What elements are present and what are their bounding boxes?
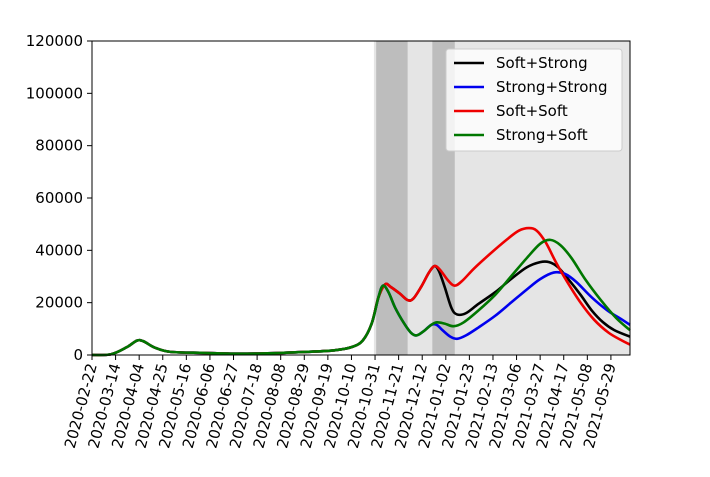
y-tick-label: 0 [73, 346, 83, 364]
y-axis: 0 20000 40000 60000 80000 100000 120000 [26, 32, 92, 364]
legend-label: Soft+Soft [496, 102, 568, 120]
y-tick-label: 40000 [35, 241, 83, 259]
y-tick-label: 100000 [26, 84, 83, 102]
y-tick-label: 120000 [26, 32, 83, 50]
x-axis: 2020-02-222020-03-142020-04-042020-04-25… [61, 355, 620, 450]
legend-label: Soft+Strong [496, 54, 588, 72]
y-tick-label: 80000 [35, 137, 83, 155]
legend-box [445, 48, 623, 152]
y-tick-label: 60000 [35, 189, 83, 207]
legend-label: Strong+Strong [496, 78, 607, 96]
shaded-region [376, 41, 408, 355]
legend-label: Strong+Soft [496, 126, 588, 144]
legend: Soft+Strong Strong+Strong Soft+Soft Strong+… [445, 48, 623, 152]
y-tick-label: 20000 [35, 294, 83, 312]
series-lines [91, 226, 631, 357]
series-line-strong-soft [91, 238, 631, 357]
